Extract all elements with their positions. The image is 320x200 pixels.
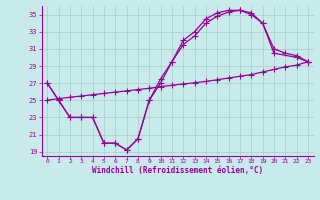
X-axis label: Windchill (Refroidissement éolien,°C): Windchill (Refroidissement éolien,°C) — [92, 166, 263, 175]
